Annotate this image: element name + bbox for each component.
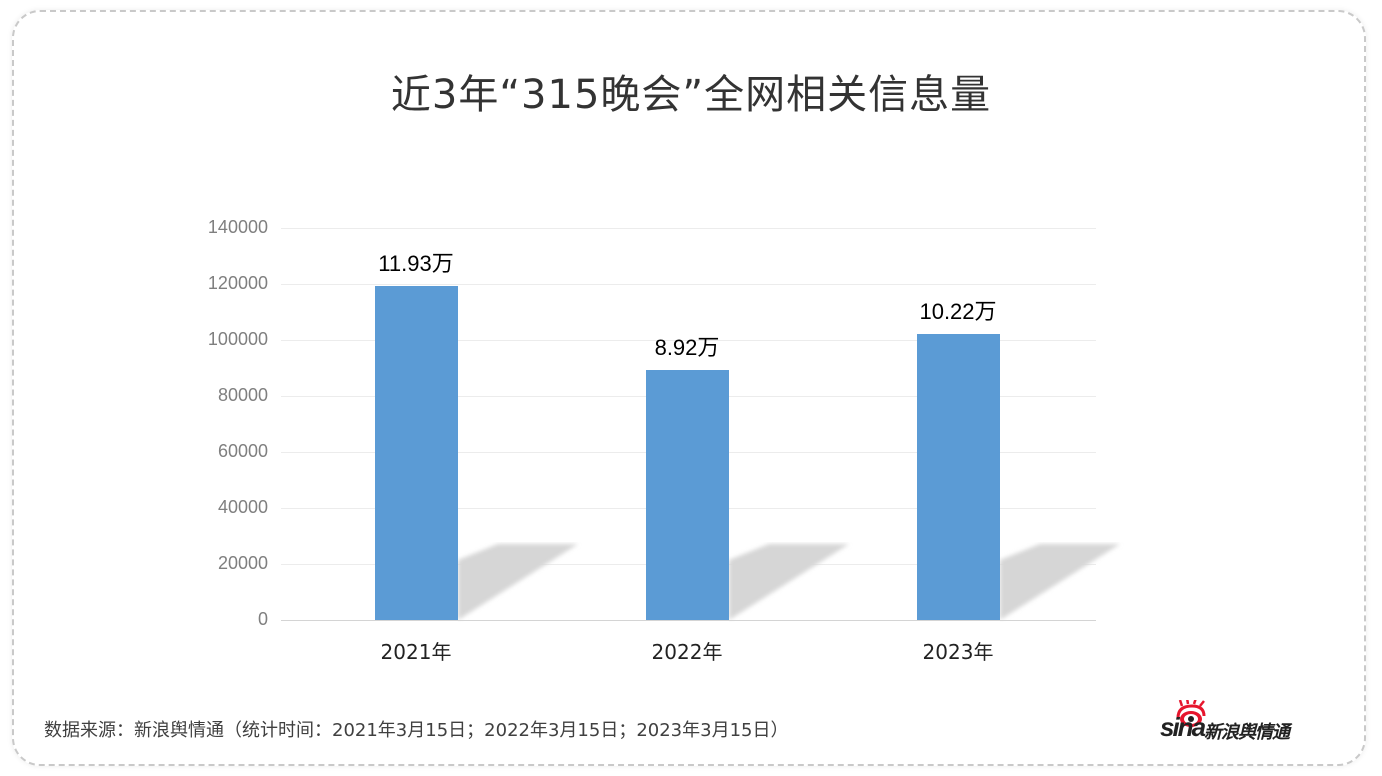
sina-eye-icon (1176, 700, 1206, 727)
data-label: 8.92万 (654, 335, 720, 361)
gridline (281, 228, 1096, 229)
data-label: 10.22万 (919, 298, 997, 324)
x-tick-label: 2022年 (651, 640, 723, 664)
x-tick-label: 2021年 (380, 640, 452, 664)
y-tick-label: 60000 (217, 441, 268, 461)
y-tick-label: 120000 (207, 273, 268, 293)
gridline (281, 340, 1096, 341)
gridline (281, 284, 1096, 285)
sina-wordmark: sina (1160, 712, 1206, 742)
x-axis-line (281, 620, 1096, 621)
y-tick-label: 20000 (217, 553, 268, 573)
y-tick-label: 40000 (217, 497, 268, 517)
data-source-note: 数据来源：新浪舆情通（统计时间：2021年3月15日；2022年3月15日；20… (44, 720, 789, 741)
y-tick-label: 140000 (207, 217, 268, 237)
bar-2022 (645, 370, 729, 620)
bar-2023 (916, 333, 1000, 620)
data-label: 11.93万 (378, 250, 454, 276)
y-tick-label: 100000 (207, 329, 268, 349)
y-tick-label: 80000 (217, 385, 268, 405)
logo-product-name: 新浪舆情通 (1204, 722, 1290, 743)
x-tick-label: 2023年 (922, 640, 994, 664)
bar-2021 (374, 285, 458, 620)
y-tick-label: 0 (257, 609, 268, 629)
sina-logo: sina 新浪舆情通 (1160, 700, 1340, 748)
chart-title: 近3年“315晚会”全网相关信息量 (390, 72, 992, 118)
